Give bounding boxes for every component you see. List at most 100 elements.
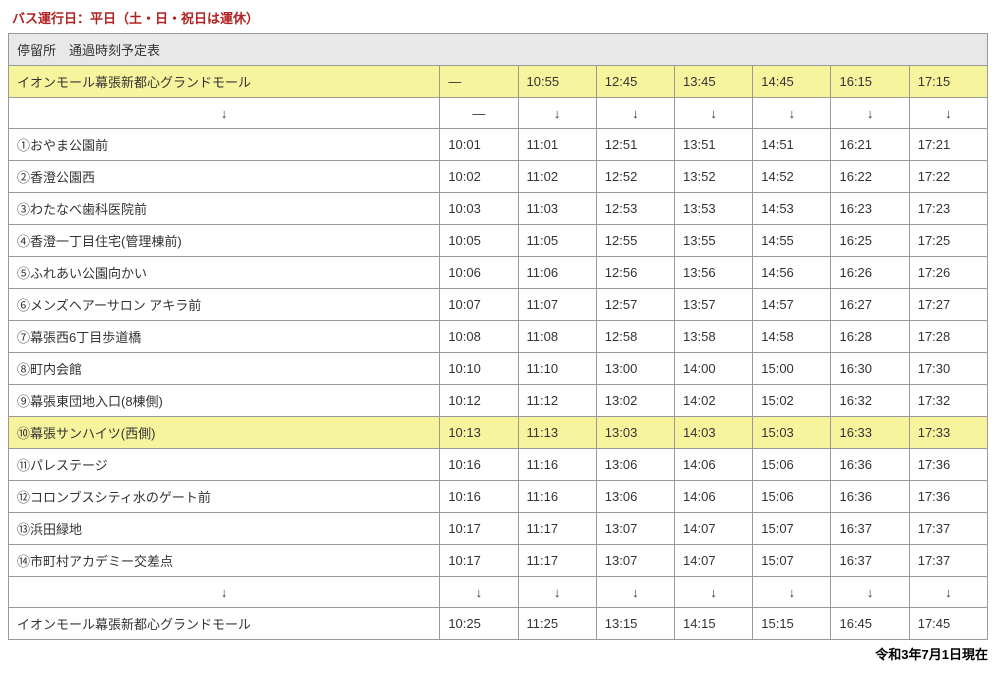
time-cell: 10:02	[440, 161, 518, 193]
time-cell: 13:07	[596, 545, 674, 577]
time-cell: 14:58	[753, 321, 831, 353]
table-row: ⑩幕張サンハイツ(西側)10:1311:1313:0314:0315:0316:…	[9, 417, 988, 449]
timetable: 停留所 通過時刻予定表 イオンモール幕張新都心グランドモール—10:5512:4…	[8, 33, 988, 640]
time-cell: 11:06	[518, 257, 596, 289]
time-cell: 15:02	[753, 385, 831, 417]
time-cell: 13:02	[596, 385, 674, 417]
time-cell: 14:52	[753, 161, 831, 193]
time-cell: 16:25	[831, 225, 909, 257]
time-cell-arrow: —	[440, 98, 518, 129]
table-row: イオンモール幕張新都心グランドモール—10:5512:4513:4514:451…	[9, 66, 988, 98]
time-cell: 17:30	[909, 353, 987, 385]
time-cell: 11:07	[518, 289, 596, 321]
time-cell-arrow: ↓	[518, 577, 596, 608]
time-cell: 13:00	[596, 353, 674, 385]
time-cell-arrow: ↓	[753, 577, 831, 608]
time-cell: 16:15	[831, 66, 909, 98]
time-cell: 16:21	[831, 129, 909, 161]
time-cell-arrow: ↓	[675, 98, 753, 129]
time-cell: 16:26	[831, 257, 909, 289]
time-cell-arrow: ↓	[909, 98, 987, 129]
table-row: ③わたなべ歯科医院前10:0311:0312:5313:5314:5316:23…	[9, 193, 988, 225]
time-cell-arrow: ↓	[675, 577, 753, 608]
time-cell: 12:45	[596, 66, 674, 98]
stop-name: ⑤ふれあい公園向かい	[9, 257, 440, 289]
time-cell: 13:07	[596, 513, 674, 545]
footer-note: 令和3年7月1日現在	[8, 644, 988, 663]
time-cell: 10:05	[440, 225, 518, 257]
time-cell: 12:57	[596, 289, 674, 321]
stop-name: ③わたなべ歯科医院前	[9, 193, 440, 225]
time-cell: 11:12	[518, 385, 596, 417]
time-cell: 17:45	[909, 608, 987, 640]
time-cell: 16:23	[831, 193, 909, 225]
table-row: ↓↓↓↓↓↓↓↓	[9, 577, 988, 608]
time-cell-arrow: ↓	[596, 577, 674, 608]
time-cell: 13:15	[596, 608, 674, 640]
header-stop-col: 停留所 通過時刻予定表	[9, 34, 988, 66]
time-cell: 10:03	[440, 193, 518, 225]
time-cell-arrow: ↓	[909, 577, 987, 608]
time-cell: 13:06	[596, 449, 674, 481]
time-cell: 16:36	[831, 449, 909, 481]
time-cell: 10:10	[440, 353, 518, 385]
table-row: イオンモール幕張新都心グランドモール10:2511:2513:1514:1515…	[9, 608, 988, 640]
stop-name: ⑭市町村アカデミー交差点	[9, 545, 440, 577]
time-cell: 11:25	[518, 608, 596, 640]
time-cell: 13:55	[675, 225, 753, 257]
time-cell: 10:25	[440, 608, 518, 640]
stop-name: ⑬浜田緑地	[9, 513, 440, 545]
stop-name: ④香澄一丁目住宅(管理棟前)	[9, 225, 440, 257]
time-cell: 17:26	[909, 257, 987, 289]
table-row: ⑥メンズヘアーサロン アキラ前10:0711:0712:5713:5714:57…	[9, 289, 988, 321]
time-cell: 11:05	[518, 225, 596, 257]
table-row: ④香澄一丁目住宅(管理棟前)10:0511:0512:5513:5514:551…	[9, 225, 988, 257]
time-cell: 14:45	[753, 66, 831, 98]
time-cell: 15:15	[753, 608, 831, 640]
table-row: ⑫コロンブスシティ水のゲート前10:1611:1613:0614:0615:06…	[9, 481, 988, 513]
time-cell: 14:06	[675, 449, 753, 481]
stop-name: イオンモール幕張新都心グランドモール	[9, 608, 440, 640]
time-cell: 10:06	[440, 257, 518, 289]
time-cell: 14:53	[753, 193, 831, 225]
time-cell: 17:27	[909, 289, 987, 321]
time-cell: 10:55	[518, 66, 596, 98]
time-cell: 10:07	[440, 289, 518, 321]
time-cell: 11:17	[518, 545, 596, 577]
time-cell: 17:22	[909, 161, 987, 193]
table-row: ⑧町内会館10:1011:1013:0014:0015:0016:3017:30	[9, 353, 988, 385]
table-row: ⑬浜田緑地10:1711:1713:0714:0715:0716:3717:37	[9, 513, 988, 545]
time-cell: 16:30	[831, 353, 909, 385]
time-cell: 16:22	[831, 161, 909, 193]
time-cell: 12:53	[596, 193, 674, 225]
table-row: ⑨幕張東団地入口(8棟側)10:1211:1213:0214:0215:0216…	[9, 385, 988, 417]
time-cell-arrow: ↓	[753, 98, 831, 129]
time-cell-arrow: ↓	[440, 577, 518, 608]
time-cell: 10:17	[440, 513, 518, 545]
time-cell: 16:33	[831, 417, 909, 449]
time-cell: 13:45	[675, 66, 753, 98]
time-cell: 11:02	[518, 161, 596, 193]
time-cell: 13:52	[675, 161, 753, 193]
time-cell: 15:07	[753, 545, 831, 577]
time-cell: 17:25	[909, 225, 987, 257]
stop-name: ⑫コロンブスシティ水のゲート前	[9, 481, 440, 513]
time-cell: 15:07	[753, 513, 831, 545]
time-cell: 11:13	[518, 417, 596, 449]
table-row: ↓—↓↓↓↓↓↓	[9, 98, 988, 129]
time-cell: 14:07	[675, 545, 753, 577]
time-cell-arrow: ↓	[518, 98, 596, 129]
time-cell: 16:28	[831, 321, 909, 353]
time-cell: 12:51	[596, 129, 674, 161]
time-cell: 14:51	[753, 129, 831, 161]
time-cell: 14:56	[753, 257, 831, 289]
time-cell: 17:37	[909, 545, 987, 577]
stop-name: ⑦幕張西6丁目歩道橋	[9, 321, 440, 353]
time-cell: 17:32	[909, 385, 987, 417]
time-cell: 10:08	[440, 321, 518, 353]
time-cell: 14:00	[675, 353, 753, 385]
time-cell: 16:37	[831, 545, 909, 577]
time-cell: 11:03	[518, 193, 596, 225]
table-header-row: 停留所 通過時刻予定表	[9, 34, 988, 66]
time-cell: 17:37	[909, 513, 987, 545]
